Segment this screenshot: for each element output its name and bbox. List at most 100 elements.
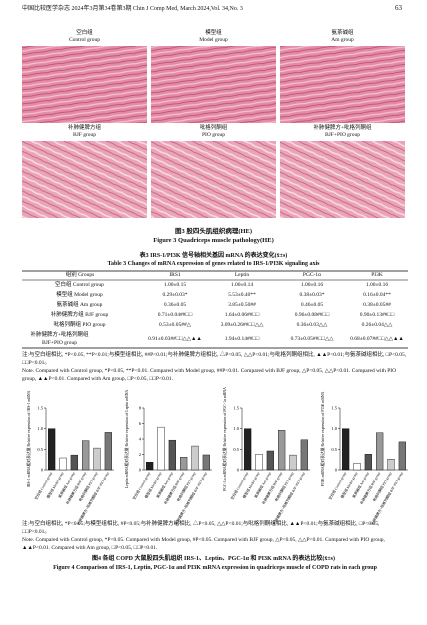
panel-label-en: Model group [199,37,228,43]
table-cell: 3.09±0.26##□□△△ [220,322,264,328]
y-tick-label: 6 [139,421,142,426]
category-label: 补肺健脾方组 BJF group [358,471,381,505]
y-tick-label: 1.5 [331,406,337,411]
y-tick-label: 0 [139,468,142,473]
table-cell: 0.73±0.05##□□△△ [290,336,334,342]
bar [244,428,252,471]
table-cell: 0.36±0.05 [163,302,187,308]
row-label: 模型组 Model group [56,292,103,298]
y-tick-label: 1.0 [37,426,43,431]
table-cell: 1.00±0.14 [230,282,254,288]
table-cell: 1.00±0.15 [163,282,187,288]
row-label: 补肺健脾方组 BJF group [50,312,109,318]
bar [157,426,165,471]
page-number: 63 [395,4,402,12]
column-header: PI3K [371,272,383,278]
bar [300,439,308,471]
figure-caption-en: Figure 3 Quadriceps muscle pathology(HE) [153,237,274,244]
bar [59,457,67,471]
figure-note-cn: 注:与空白组相比, *P<0.05;与模型组相比, #P<0.05;与补肺健脾方… [22,521,380,535]
column-header: Leptin [234,272,250,278]
figure-caption-cn: 图4 各组 COPD 大鼠股四头肌组织 IRS-1、Leptin、PGC-1α … [92,556,335,562]
row-label: 吡格列酮组 PIO group [53,322,106,328]
table-cell: 0.91±0.03##□□△△▲▲ [148,336,202,342]
bar [376,432,384,471]
table-cell: 0.38±0.05## [363,302,391,308]
table-cell: 0.90±0.13##□□ [359,312,395,318]
table-title-cn: 表3 IRS-1/PI3K 信号轴相关基因 mRNA 的表达变化(x̄±s) [139,253,288,259]
y-tick-label: 4 [139,437,142,442]
bar [202,454,210,471]
panel-label-en: BJF+PIO group [324,132,361,138]
y-tick-label: 0.5 [331,447,337,452]
row-label: 补肺健脾方+吡格列酮组 BJF+PIO group [30,332,89,346]
figure-caption-en: Figure 4 Comparison of IRS-1, Leptin, PG… [53,565,377,571]
bar [266,450,274,471]
y-tick-label: 0 [237,468,240,473]
panel-label-en: Am group [331,37,354,43]
bar [146,462,154,471]
y-tick-label: 1.0 [233,426,239,431]
bar [93,447,101,471]
bar [278,430,286,471]
column-header: 组别 Groups [65,272,95,278]
histology-image [22,141,147,218]
table-cell: 0.36±0.03△△ [296,322,328,328]
panel-label-en: BJF group [72,132,97,138]
column-header: PGC-1α [302,272,322,278]
table-note-cn: 注:与空白组相比, *P<0.05, **P<0.01;与模型组相比, ##P<… [22,352,407,366]
panel-label-cn: 空白组 [76,30,93,36]
table-cell: 5.53±0.40** [228,292,256,298]
bar [180,457,188,471]
y-axis-label: IRS-1 mRNA相对表达量 Relative expression of I… [26,390,31,487]
histology-image [151,141,276,218]
y-tick-label: 1.5 [233,406,239,411]
y-tick-label: 8 [139,406,142,411]
figure-note-en: Note. Compared with Control group, *P<0.… [22,537,385,551]
bar [289,454,297,471]
column-header: IRS1 [169,272,181,278]
table-cell: 1.94±0.14##□□ [224,336,260,342]
histology-image [22,46,147,123]
y-tick-label: 2 [139,452,141,457]
y-axis-label: Leptin mRNA相对表达量 Relative expression of … [124,389,129,488]
row-label: 空白组 Control group [55,282,104,288]
histology-image [280,141,405,218]
panel-label-cn: 补肺健脾方组 [67,125,101,131]
y-tick-label: 0.5 [37,447,43,452]
bar [255,454,263,471]
panel-label-en: Control group [68,37,100,43]
y-tick-label: 0 [335,468,338,473]
table-title-en: Table 3 Changes of mRNA expression of ge… [107,261,320,267]
panel-label-cn: 氨茶碱组 [331,30,354,36]
table-cell: 1.00±0.16 [300,282,324,288]
table-cell: 0.46±0.05 [300,302,324,308]
y-tick-label: 0 [41,468,44,473]
histology-image [280,46,405,123]
category-label: 补肺健脾方组 BJF group [260,471,283,505]
bar [168,439,176,471]
histology-image [151,46,276,123]
table-cell: 0.96±0.08##□□ [294,312,330,318]
table-cell: 0.38±0.03* [299,292,325,298]
bar [191,445,199,471]
panel-label-en: PIO group [201,132,226,138]
bar [342,428,350,471]
category-label: 补肺健脾方组 BJF group [64,471,87,505]
y-tick-label: 0.5 [233,447,239,452]
table-cell: 0.16±0.04** [363,292,391,298]
panel-label-cn: 吡格列酮组 [199,125,228,131]
bar [364,454,372,471]
bar [398,441,406,471]
bar [104,432,112,471]
y-tick-label: 1.0 [331,426,337,431]
table-cell: 0.71±0.04##□□ [157,312,193,318]
table-cell: 0.26±0.04△△ [361,322,393,328]
bar [48,428,56,471]
table-cell: 1.64±0.06##□□ [224,312,260,318]
table-cell: 0.68±0.07##□□△△▲▲ [350,336,404,342]
table-cell: 3.85±0.50## [228,302,256,308]
bar [82,440,90,471]
y-axis-label: PGC-1α mRNA相对表达量 Relative expression of … [222,387,227,491]
